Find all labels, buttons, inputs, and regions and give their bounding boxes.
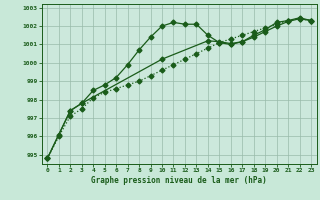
X-axis label: Graphe pression niveau de la mer (hPa): Graphe pression niveau de la mer (hPa) xyxy=(91,176,267,185)
